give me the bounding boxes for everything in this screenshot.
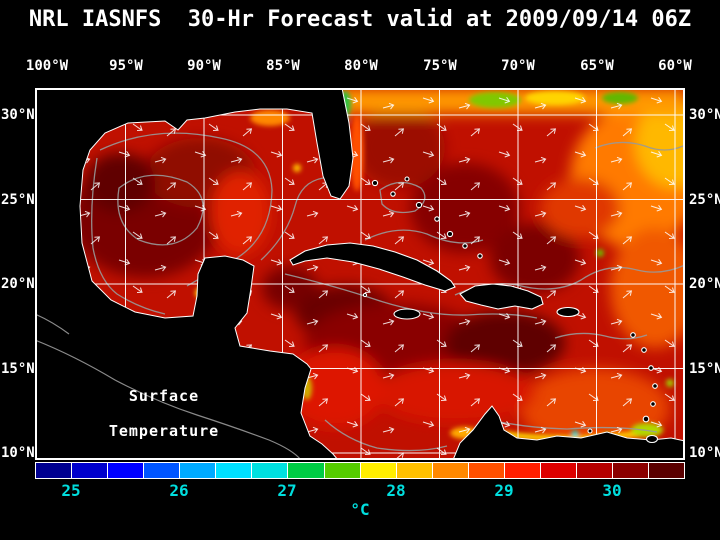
island-lesser-antilles bbox=[648, 365, 654, 371]
colorbar-segment bbox=[180, 463, 216, 478]
island-lesser-antilles bbox=[630, 332, 636, 338]
colorbar-tick-label: 28 bbox=[386, 481, 406, 500]
colorbar-segment bbox=[36, 463, 72, 478]
colorbar-segment bbox=[468, 463, 504, 478]
pacific-coastline-contours bbox=[35, 313, 302, 460]
island-cuba bbox=[289, 242, 456, 292]
lat-tick-label: 15°N bbox=[689, 361, 720, 377]
colorbar-tick-label: 29 bbox=[494, 481, 514, 500]
sst-map-canvas: Surface Temperature bbox=[35, 88, 685, 460]
lat-tick-label: 10°N bbox=[689, 445, 720, 461]
lon-tick-label: 80°W bbox=[344, 58, 378, 74]
island-jamaica bbox=[393, 308, 421, 320]
lat-tick-label: 25°N bbox=[689, 192, 720, 208]
island-bahamas bbox=[404, 176, 410, 182]
lat-tick-label: 15°N bbox=[1, 361, 35, 377]
lat-tick-label: 30°N bbox=[689, 107, 720, 123]
colorbar-tick-label: 26 bbox=[169, 481, 189, 500]
annotation-surface: Surface bbox=[129, 387, 199, 405]
lon-tick-label: 85°W bbox=[266, 58, 300, 74]
island-bahamas bbox=[415, 201, 423, 209]
lon-tick-label: 70°W bbox=[501, 58, 535, 74]
islands bbox=[289, 176, 659, 444]
lon-tick-label: 75°W bbox=[423, 58, 457, 74]
colorbar-segment bbox=[144, 463, 180, 478]
lon-tick-label: 60°W bbox=[658, 58, 692, 74]
island-bahamas bbox=[390, 191, 396, 197]
island-bahamas bbox=[462, 243, 468, 249]
lat-tick-label: 10°N bbox=[1, 445, 35, 461]
lat-tick-label: 20°N bbox=[1, 276, 35, 292]
island-hispaniola bbox=[459, 283, 544, 310]
colorbar-segment bbox=[252, 463, 288, 478]
colorbar-segment bbox=[540, 463, 576, 478]
island-lesser-antilles bbox=[650, 401, 656, 407]
island-turks bbox=[477, 253, 483, 259]
island-trinidad bbox=[645, 434, 659, 444]
colorbar-segment bbox=[432, 463, 468, 478]
temperature-colorbar bbox=[35, 462, 685, 479]
colorbar-segment bbox=[396, 463, 432, 478]
island-margarita bbox=[587, 428, 593, 434]
colorbar-segment bbox=[324, 463, 360, 478]
colorbar-tick-label: 27 bbox=[277, 481, 297, 500]
lat-tick-label: 30°N bbox=[1, 107, 35, 123]
lon-tick-label: 65°W bbox=[580, 58, 614, 74]
colorbar-segment bbox=[72, 463, 108, 478]
lon-tick-label: 95°W bbox=[109, 58, 143, 74]
island-lesser-antilles bbox=[642, 415, 650, 423]
island-bahamas bbox=[446, 230, 454, 238]
lon-tick-label: 100°W bbox=[25, 58, 69, 74]
land-north-central-america bbox=[35, 88, 354, 460]
page-title: NRL IASNFS 30-Hr Forecast valid at 2009/… bbox=[28, 7, 692, 32]
colorbar-ticks: 25 26 27 28 29 30 bbox=[35, 481, 685, 500]
colorbar-segment bbox=[108, 463, 144, 478]
colorbar-segment bbox=[360, 463, 396, 478]
island-bahamas bbox=[371, 179, 379, 187]
colorbar-segment bbox=[613, 463, 649, 478]
colorbar-segment bbox=[649, 463, 685, 478]
lon-tick-label: 90°W bbox=[187, 58, 221, 74]
colorbar-unit-label: °C bbox=[350, 500, 370, 519]
colorbar-segment bbox=[216, 463, 252, 478]
island-lesser-antilles bbox=[652, 383, 658, 389]
lat-tick-label: 20°N bbox=[689, 276, 720, 292]
island-cayman bbox=[362, 292, 368, 298]
colorbar-segment bbox=[576, 463, 612, 478]
annotation-temperature: Temperature bbox=[109, 422, 219, 440]
island-puerto-rico bbox=[556, 306, 580, 318]
longitude-axis: 100°W 95°W 90°W 85°W 80°W 75°W 70°W 65°W… bbox=[0, 58, 720, 76]
map-area: Surface Temperature bbox=[35, 88, 685, 460]
colorbar-tick-label: 25 bbox=[61, 481, 81, 500]
colorbar-segment bbox=[288, 463, 324, 478]
map-border bbox=[35, 88, 685, 460]
island-bahamas bbox=[434, 216, 440, 222]
island-lesser-antilles bbox=[641, 347, 647, 353]
lat-tick-label: 25°N bbox=[1, 192, 35, 208]
colorbar-segment bbox=[504, 463, 540, 478]
colorbar-tick-label: 30 bbox=[602, 481, 622, 500]
